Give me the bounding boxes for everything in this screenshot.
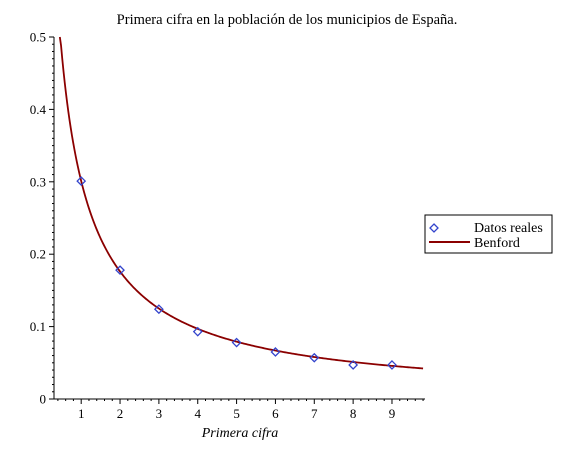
- x-tick-label: 8: [350, 406, 357, 421]
- x-tick-label: 3: [156, 406, 163, 421]
- chart-title: Primera cifra en la población de los mun…: [117, 12, 458, 28]
- y-tick-label: 0.3: [30, 174, 46, 189]
- y-tick-label: 0.1: [30, 319, 46, 334]
- y-tick-label: 0: [40, 392, 47, 407]
- x-tick-label: 2: [117, 406, 124, 421]
- x-tick-label: 1: [78, 406, 85, 421]
- data-point: [387, 360, 397, 370]
- legend-label-benford: Benford: [474, 236, 520, 251]
- x-tick-label: 4: [194, 406, 201, 421]
- benford-curve-layer: [58, 36, 424, 370]
- data-point: [115, 265, 125, 276]
- data-points-layer: [76, 176, 397, 370]
- legend-label-datos-reales: Datos reales: [474, 221, 543, 236]
- x-tick-label: 5: [233, 406, 240, 421]
- x-tick-label: 6: [272, 406, 279, 421]
- data-point: [153, 304, 164, 315]
- data-point: [76, 176, 87, 186]
- legend-marker-datos-reales: [429, 223, 439, 233]
- axes: 1 2 3 4 5 6 7 8 9 0 0.1 0.2 0.3 0.4 0.5: [30, 30, 425, 421]
- data-point: [309, 352, 320, 363]
- data-point: [231, 337, 242, 348]
- x-tick-label: 7: [311, 406, 318, 421]
- y-tick-label: 0.5: [30, 30, 46, 45]
- x-axis-label: Primera cifra: [201, 426, 279, 441]
- y-tick-label: 0.2: [30, 247, 46, 262]
- legend: Datos reales Benford: [424, 214, 553, 254]
- y-tick-label: 0.4: [30, 102, 47, 117]
- legend-box: [424, 214, 553, 254]
- data-point: [192, 326, 203, 337]
- data-point: [348, 360, 359, 370]
- x-tick-label: 9: [389, 406, 396, 421]
- data-point: [270, 347, 281, 357]
- benford-curve: [58, 36, 424, 370]
